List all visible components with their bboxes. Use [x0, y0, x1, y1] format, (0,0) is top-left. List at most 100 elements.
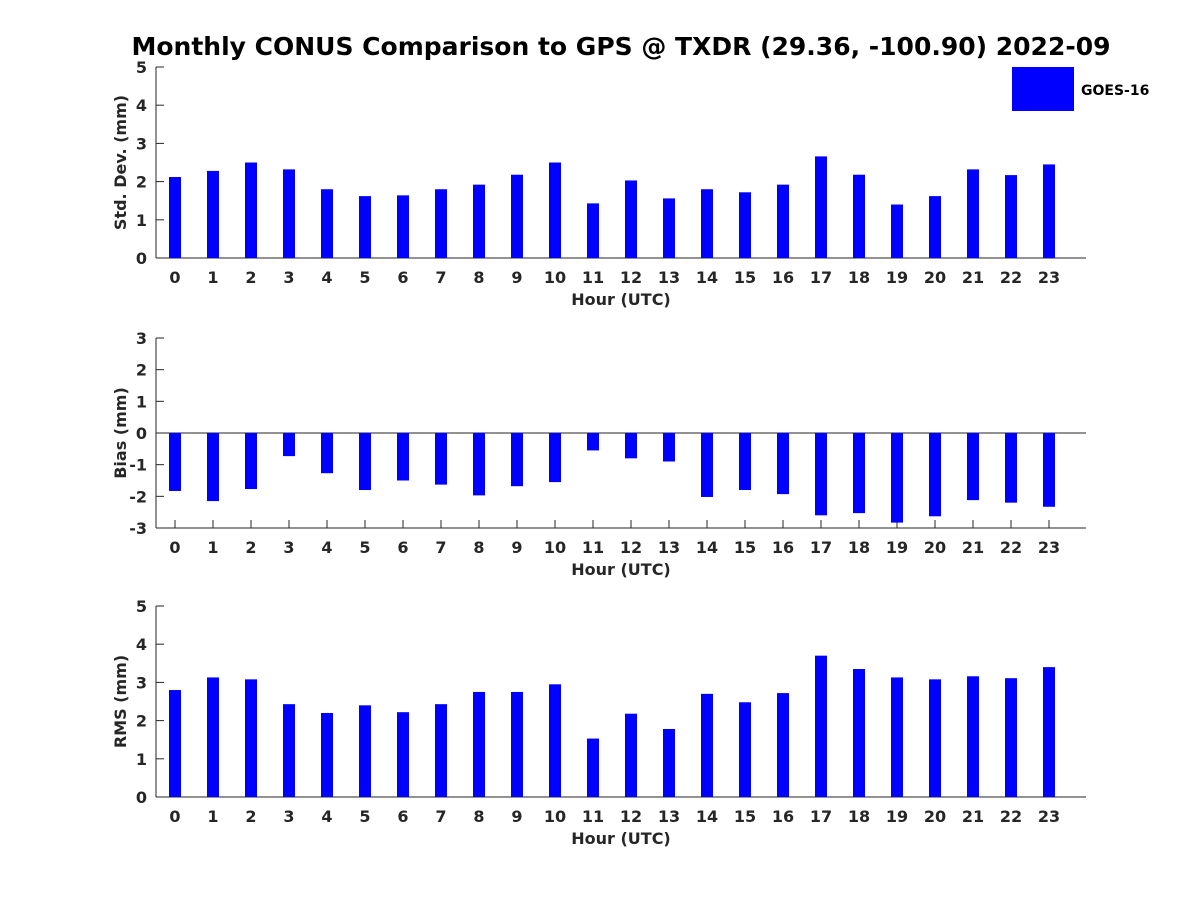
x-tick-label: 3	[283, 807, 294, 826]
x-tick-label: 4	[321, 538, 332, 557]
x-tick-label: 7	[435, 538, 446, 557]
x-tick-label: 22	[1000, 538, 1022, 557]
bar-hour-22	[1005, 678, 1017, 797]
x-tick-label: 0	[169, 807, 180, 826]
x-tick-label: 18	[848, 538, 870, 557]
bar-hour-4	[321, 189, 333, 258]
bar-hour-19	[891, 204, 903, 258]
x-tick-label: 16	[772, 538, 794, 557]
x-tick-label: 2	[245, 807, 256, 826]
x-tick-label: 15	[734, 538, 756, 557]
bar-hour-11	[587, 738, 599, 797]
bar-hour-15	[739, 433, 751, 490]
x-tick-label: 22	[1000, 268, 1022, 287]
bar-hour-3	[283, 433, 295, 457]
x-tick-label: 13	[658, 538, 680, 557]
x-tick-label: 13	[658, 268, 680, 287]
y-tick-label: 0	[136, 424, 147, 443]
x-tick-label: 14	[696, 538, 718, 557]
x-tick-label: 23	[1038, 807, 1060, 826]
bar-hour-10	[549, 433, 561, 483]
bar-hour-21	[967, 676, 979, 797]
x-axis-label: Hour (UTC)	[571, 290, 671, 309]
chart-title: Monthly CONUS Comparison to GPS @ TXDR (…	[131, 32, 1110, 61]
bar-hour-5	[359, 705, 371, 797]
bar-hour-2	[245, 162, 257, 258]
bar-hour-9	[511, 433, 523, 487]
bar-hour-4	[321, 712, 333, 797]
y-tick-label: 3	[136, 329, 147, 348]
bar-hour-1	[207, 170, 219, 258]
x-tick-label: 2	[245, 538, 256, 557]
bar-hour-23	[1043, 433, 1055, 507]
y-tick-label: 3	[136, 134, 147, 153]
bar-hour-1	[207, 433, 219, 502]
y-tick-label: -1	[129, 456, 147, 475]
x-tick-label: 15	[734, 807, 756, 826]
bar-hour-6	[397, 712, 409, 797]
bar-hour-23	[1043, 164, 1055, 258]
x-tick-label: 14	[696, 268, 718, 287]
x-tick-label: 6	[397, 538, 408, 557]
y-axis-label: Std. Dev. (mm)	[111, 95, 130, 230]
x-tick-label: 9	[511, 268, 522, 287]
bar-hour-15	[739, 192, 751, 258]
bar-hour-22	[1005, 175, 1017, 258]
bar-hour-15	[739, 702, 751, 797]
bar-hour-14	[701, 693, 713, 797]
x-tick-label: 20	[924, 538, 946, 557]
x-tick-label: 12	[620, 268, 642, 287]
x-tick-label: 17	[810, 268, 832, 287]
x-tick-label: 7	[435, 268, 446, 287]
bar-hour-17	[815, 433, 827, 516]
bar-hour-12	[625, 433, 637, 459]
x-tick-label: 5	[359, 807, 370, 826]
y-axis-label: RMS (mm)	[111, 655, 130, 748]
x-tick-label: 11	[582, 538, 604, 557]
x-tick-label: 21	[962, 807, 984, 826]
x-tick-label: 5	[359, 268, 370, 287]
x-tick-label: 23	[1038, 538, 1060, 557]
bar-hour-14	[701, 433, 713, 497]
bar-hour-18	[853, 669, 865, 797]
y-tick-label: 0	[136, 788, 147, 807]
bar-hour-16	[777, 184, 789, 258]
x-axis-label: Hour (UTC)	[571, 560, 671, 579]
bar-hour-8	[473, 433, 485, 496]
x-tick-label: 20	[924, 807, 946, 826]
x-tick-label: 9	[511, 538, 522, 557]
x-tick-label: 8	[473, 807, 484, 826]
bar-hour-2	[245, 433, 257, 490]
legend-label: GOES-16	[1081, 83, 1149, 99]
bar-hour-4	[321, 433, 333, 474]
y-tick-label: 2	[136, 361, 147, 380]
x-tick-label: 16	[772, 807, 794, 826]
bar-hour-16	[777, 693, 789, 797]
x-tick-label: 10	[544, 807, 566, 826]
bar-hour-7	[435, 189, 447, 258]
x-tick-label: 17	[810, 807, 832, 826]
x-tick-label: 18	[848, 807, 870, 826]
x-tick-label: 21	[962, 268, 984, 287]
x-tick-label: 20	[924, 268, 946, 287]
bar-hour-13	[663, 433, 675, 462]
x-tick-label: 23	[1038, 268, 1060, 287]
x-tick-label: 0	[169, 538, 180, 557]
bar-hour-19	[891, 433, 903, 523]
x-tick-label: 22	[1000, 807, 1022, 826]
bar-hour-5	[359, 433, 371, 490]
bar-hour-17	[815, 156, 827, 258]
x-tick-label: 10	[544, 538, 566, 557]
x-tick-label: 6	[397, 807, 408, 826]
x-tick-label: 3	[283, 268, 294, 287]
x-tick-label: 12	[620, 807, 642, 826]
bar-hour-0	[169, 690, 181, 797]
bar-hour-1	[207, 677, 219, 797]
bar-hour-23	[1043, 667, 1055, 797]
bar-hour-10	[549, 684, 561, 797]
bar-hour-0	[169, 177, 181, 258]
y-tick-label: 4	[136, 96, 147, 115]
bar-hour-8	[473, 691, 485, 797]
